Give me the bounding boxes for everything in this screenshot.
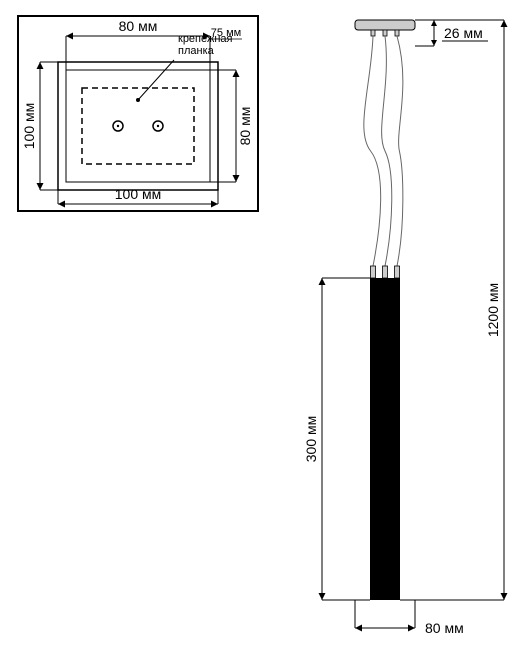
svg-text:100 мм: 100 мм <box>21 103 37 150</box>
inner-plate <box>66 70 210 182</box>
technical-drawing: крепежнаяпланка80 мм75 мм100 мм80 мм100 … <box>0 0 529 667</box>
cable <box>382 36 392 266</box>
svg-text:80 мм: 80 мм <box>119 18 158 34</box>
top-view: крепежнаяпланка80 мм75 мм100 мм80 мм100 … <box>18 16 258 211</box>
lamp-body <box>370 278 400 600</box>
bracket-label: планка <box>178 45 215 57</box>
svg-text:1200 мм: 1200 мм <box>485 283 501 337</box>
svg-text:300 мм: 300 мм <box>303 416 319 463</box>
cable <box>397 36 403 266</box>
svg-text:80 мм: 80 мм <box>237 107 253 146</box>
cable <box>364 36 381 266</box>
dim-80mm-base: 80 мм <box>425 620 464 636</box>
ceiling-plate <box>355 20 415 30</box>
dim-26mm: 26 мм <box>444 25 483 41</box>
side-view: 26 мм 1200 мм 300 мм 80 мм <box>303 20 508 636</box>
svg-text:100 мм: 100 мм <box>115 186 162 202</box>
dim-75mm: 75 мм <box>211 27 241 39</box>
